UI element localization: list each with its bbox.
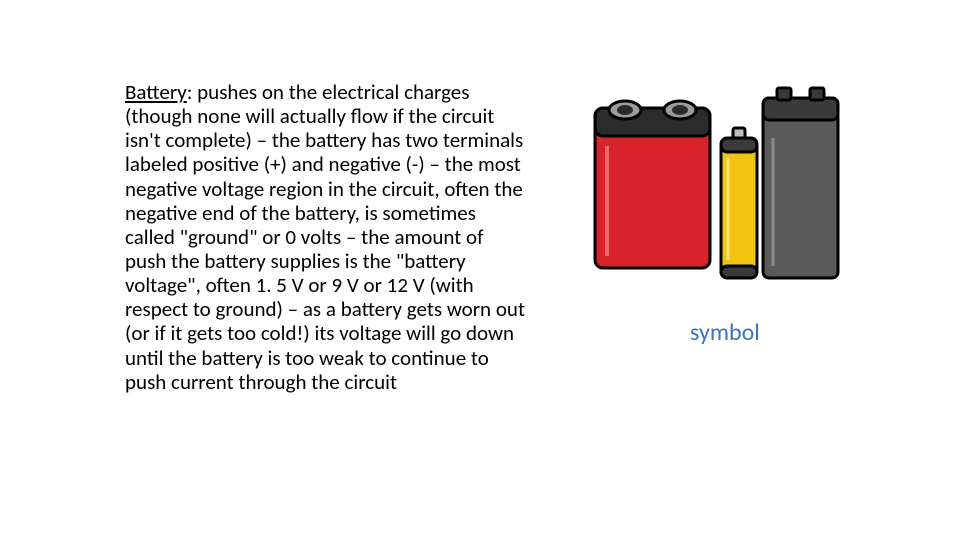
batteries-icon xyxy=(585,78,855,288)
term-battery: Battery xyxy=(125,79,187,105)
slide: Battery: pushes on the electrical charge… xyxy=(0,0,960,540)
symbol-label: symbol xyxy=(690,318,760,347)
battery-illustration xyxy=(585,78,855,288)
paragraph-text: : pushes on the electrical charges (thou… xyxy=(125,79,525,395)
body-paragraph: Battery: pushes on the electrical charge… xyxy=(125,80,525,394)
